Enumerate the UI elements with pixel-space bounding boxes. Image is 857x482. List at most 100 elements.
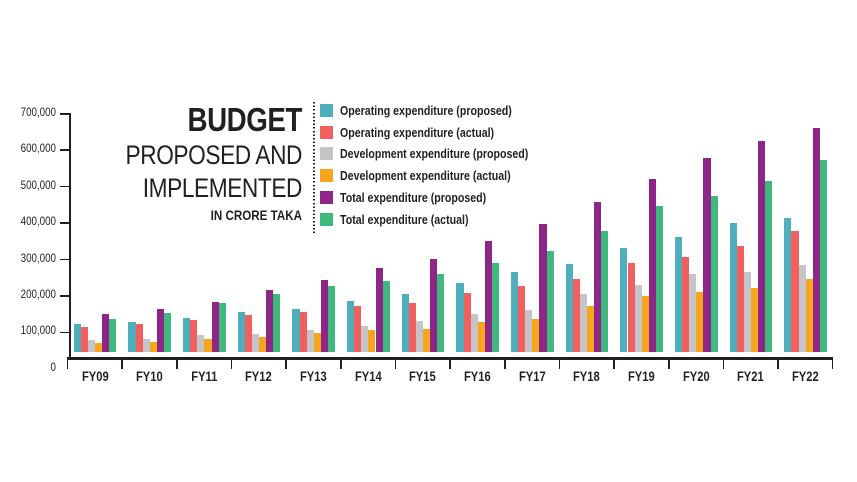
- legend-swatch: [320, 104, 333, 117]
- bar-FY11-series4: [204, 338, 212, 353]
- bar-FY17-series3: [525, 309, 533, 353]
- y-axis-label: 300,000: [20, 252, 57, 265]
- x-axis-label: FY19: [628, 368, 655, 384]
- x-axis-label: FY20: [682, 368, 710, 384]
- bar-FY13-series5: [320, 279, 328, 353]
- bar-FY15-series6: [437, 274, 445, 353]
- bar-FY16-series4: [477, 321, 485, 353]
- bar-FY15-series4: [423, 328, 431, 353]
- bar-FY14-series3: [361, 325, 369, 353]
- bar-FY09-series3: [88, 340, 96, 353]
- bar-FY17-series6: [546, 251, 554, 353]
- bar-FY22-series1: [784, 218, 792, 353]
- bar-FY15-series5: [430, 258, 438, 353]
- bar-FY18-series1: [565, 264, 573, 353]
- y-axis-label: 100,000: [20, 325, 57, 338]
- bar-FY09-series5: [102, 313, 110, 353]
- bar-FY13-series2: [299, 312, 307, 353]
- bar-FY14-series1: [347, 300, 355, 353]
- bar-FY22-series2: [791, 230, 799, 353]
- bar-FY10-series4: [149, 341, 157, 353]
- legend-swatch: [320, 190, 333, 204]
- legend-label: Total expenditure (actual): [340, 212, 469, 227]
- x-axis-tick: [504, 357, 506, 369]
- x-axis-tick: [449, 357, 451, 369]
- bar-FY18-series2: [572, 278, 580, 353]
- y-axis-tick: [60, 331, 69, 334]
- x-axis-tick: [722, 357, 725, 369]
- bar-FY21-series5: [758, 141, 766, 353]
- bar-FY16-series2: [463, 292, 471, 353]
- x-axis-tick: [285, 357, 287, 369]
- bar-FY17-series1: [511, 272, 519, 353]
- y-axis-tick: [60, 185, 69, 188]
- legend-separator-dotted-line: [313, 102, 315, 235]
- bar-FY12-series5: [266, 289, 274, 353]
- bar-FY21-series2: [736, 246, 744, 353]
- x-axis-tick: [613, 357, 615, 369]
- x-axis-label: FY11: [191, 368, 218, 384]
- x-axis-label: FY13: [300, 368, 327, 384]
- legend-swatch: [320, 212, 333, 226]
- bar-FY19-series1: [620, 248, 628, 353]
- bar-FY13-series1: [292, 309, 300, 353]
- legend-swatch: [320, 169, 333, 183]
- bar-FY16-series6: [491, 262, 499, 353]
- bar-FY11-series3: [197, 335, 205, 353]
- bar-FY22-series5: [812, 128, 820, 353]
- bar-FY20-series5: [703, 158, 711, 353]
- bar-FY14-series2: [354, 306, 362, 353]
- x-axis-tick: [121, 357, 123, 369]
- x-axis-label: FY22: [792, 368, 819, 384]
- x-axis-label: FY09: [81, 368, 109, 384]
- bar-FY17-series5: [539, 223, 547, 353]
- bar-FY12-series6: [273, 294, 281, 353]
- x-axis-tick: [230, 357, 233, 369]
- bar-FY21-series6: [765, 181, 773, 353]
- bar-FY11-series2: [190, 320, 198, 353]
- bar-FY22-series6: [819, 159, 827, 353]
- bar-FY10-series3: [142, 338, 150, 353]
- bar-FY12-series4: [259, 336, 267, 353]
- legend-label: Development expenditure (proposed): [340, 147, 529, 162]
- bar-FY09-series1: [73, 324, 81, 353]
- x-axis-label: FY16: [464, 368, 491, 384]
- y-axis-label: 400,000: [20, 216, 57, 229]
- bar-FY13-series4: [313, 332, 321, 353]
- bar-FY18-series5: [594, 202, 602, 353]
- legend-label: Operating expenditure (proposed): [340, 104, 512, 118]
- x-axis-tick: [777, 357, 779, 369]
- bar-FY18-series4: [587, 306, 595, 353]
- bar-FY20-series1: [675, 237, 683, 353]
- bar-FY16-series3: [470, 314, 478, 353]
- x-axis-tick: [66, 357, 69, 369]
- bar-FY19-series5: [648, 178, 656, 353]
- x-axis-tick: [558, 357, 561, 369]
- bar-FY11-series1: [183, 318, 191, 353]
- bar-FY10-series5: [156, 308, 164, 353]
- bar-FY19-series6: [655, 206, 663, 353]
- bar-FY12-series2: [244, 315, 252, 353]
- bar-FY16-series5: [484, 241, 492, 353]
- x-axis-tick: [176, 357, 178, 369]
- chart-title-sub-1: PROPOSED AND: [125, 140, 303, 170]
- chart-title-sub-2: IMPLEMENTED: [142, 173, 303, 203]
- legend-label: Total expenditure (proposed): [340, 190, 487, 205]
- bar-FY10-series6: [163, 313, 172, 353]
- bar-FY18-series6: [601, 231, 609, 353]
- bar-FY10-series2: [135, 323, 143, 353]
- legend-swatch: [320, 125, 333, 139]
- bar-FY19-series2: [627, 263, 635, 353]
- bar-FY11-series5: [211, 301, 219, 353]
- bar-FY10-series1: [128, 321, 136, 353]
- bar-FY14-series6: [382, 281, 390, 353]
- y-axis-label: 700,000: [20, 106, 57, 119]
- x-axis-label: FY12: [245, 368, 273, 384]
- bar-FY21-series4: [751, 288, 759, 353]
- bar-FY20-series2: [682, 257, 690, 353]
- x-axis-tick: [668, 357, 670, 369]
- bar-FY18-series3: [579, 293, 588, 353]
- bar-FY22-series3: [798, 264, 806, 353]
- x-axis-tick: [831, 357, 834, 369]
